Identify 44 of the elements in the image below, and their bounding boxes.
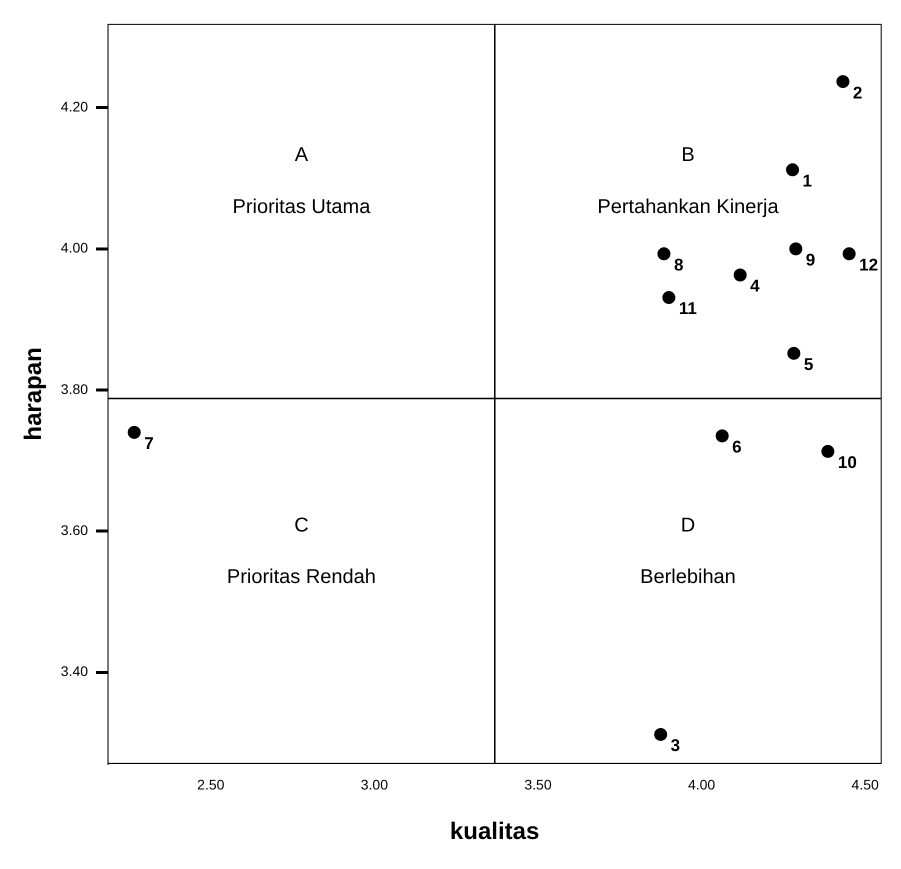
point (821, 444, 834, 458)
y-tick-label: 3.60 (60, 522, 88, 538)
x-tick-label: 3.50 (524, 776, 552, 793)
point (836, 75, 850, 88)
point (789, 242, 802, 256)
y-tick-label: 4.00 (60, 240, 88, 256)
point (128, 426, 141, 439)
point (734, 268, 747, 282)
x-tick-label: 4.50 (852, 776, 880, 793)
x-tick-label: 2.50 (197, 776, 225, 793)
annotation: 6 (732, 438, 742, 457)
y-tick-label: 4.20 (60, 98, 88, 115)
annotation: 12 (859, 255, 878, 274)
annotation: 3 (670, 736, 680, 756)
annotation: A (294, 144, 309, 166)
annotation: Prioritas Rendah (226, 566, 376, 588)
annotation: 5 (804, 355, 814, 374)
annotation: 4 (750, 276, 760, 296)
point (842, 247, 856, 260)
annotation: 9 (806, 250, 816, 270)
point (716, 429, 729, 442)
annotation: 7 (144, 434, 154, 454)
annotation: Berlebihan (640, 566, 736, 588)
point (787, 346, 800, 360)
annotation: D (680, 514, 696, 537)
annotation: 11 (678, 299, 697, 318)
point (657, 247, 670, 260)
annotation: B (681, 144, 695, 166)
point (654, 728, 668, 741)
annotation: 8 (674, 255, 684, 274)
y-tick-label: 3.80 (60, 380, 88, 397)
annotation: C (294, 514, 309, 537)
annotation: 10 (838, 453, 857, 472)
annotation: Prioritas Utama (232, 196, 372, 218)
y-tick-label: 3.40 (60, 663, 88, 680)
annotation: 2 (852, 83, 862, 102)
annotation: Pertahankan Kinerja (597, 196, 780, 218)
x-tick-label: 3.00 (360, 776, 388, 793)
annotation: 1 (802, 171, 812, 190)
point (662, 291, 676, 304)
x-tick-label: 4.00 (688, 776, 716, 793)
point (786, 163, 800, 176)
x-axis-title: kualitas (450, 818, 540, 846)
y-axis-title: harapan (20, 347, 48, 441)
